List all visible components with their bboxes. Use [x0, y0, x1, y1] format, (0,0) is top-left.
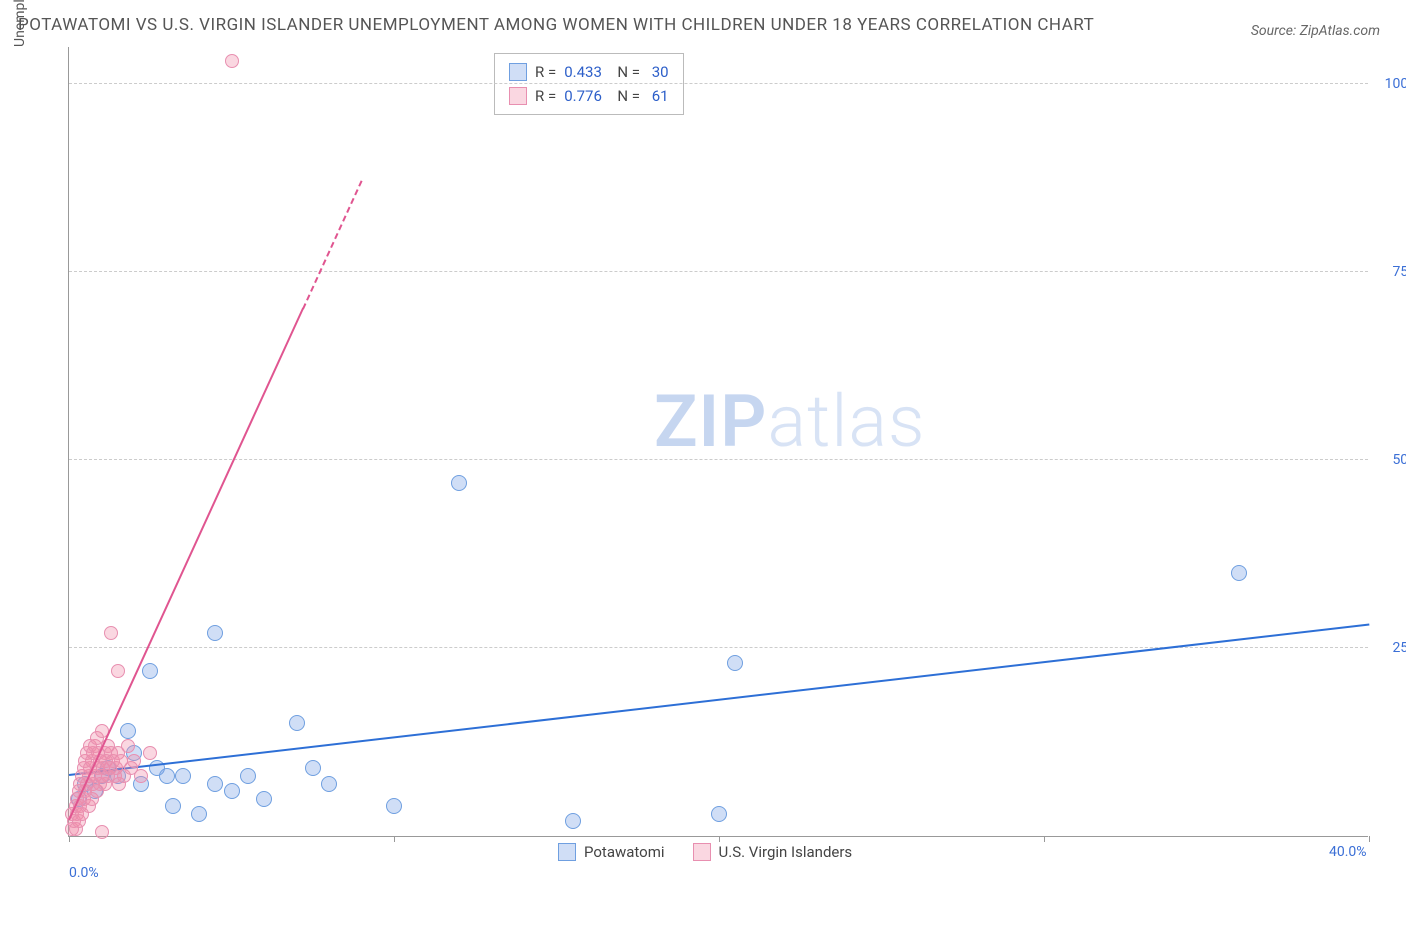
- scatter-point: [143, 746, 157, 760]
- scatter-point: [191, 806, 207, 822]
- scatter-point: [159, 768, 175, 784]
- gridline: [69, 271, 1368, 272]
- y-axis-label: Unemployment Among Women with Children U…: [12, 0, 28, 47]
- chart-title: POTAWATOMI VS U.S. VIRGIN ISLANDER UNEMP…: [18, 12, 1094, 39]
- legend-swatch: [509, 87, 527, 105]
- scatter-point: [111, 664, 125, 678]
- scatter-point: [134, 769, 148, 783]
- x-tick-label: 0.0%: [69, 865, 99, 881]
- scatter-point: [165, 798, 181, 814]
- source-attribution: Source: ZipAtlas.com: [1251, 23, 1380, 39]
- scatter-point: [225, 54, 239, 68]
- y-tick-label: 75.0%: [1392, 264, 1406, 280]
- scatter-point: [127, 754, 141, 768]
- legend-series-name: U.S. Virgin Islanders: [719, 843, 853, 861]
- scatter-point: [95, 825, 109, 839]
- legend-swatch: [693, 843, 711, 861]
- scatter-point: [727, 655, 743, 671]
- x-tick-mark: [1044, 836, 1045, 842]
- x-tick-mark: [69, 836, 70, 842]
- scatter-point: [120, 723, 136, 739]
- legend-swatch: [509, 63, 527, 81]
- scatter-point: [289, 715, 305, 731]
- scatter-point: [224, 783, 240, 799]
- legend-r-value: 0.433: [564, 60, 602, 84]
- scatter-point: [1231, 565, 1247, 581]
- scatter-point: [240, 768, 256, 784]
- legend-stat-row: R = 0.776 N = 61: [509, 84, 669, 108]
- legend-item: Potawatomi: [558, 843, 665, 861]
- y-tick-label: 100.0%: [1385, 76, 1406, 92]
- scatter-point: [711, 806, 727, 822]
- x-tick-mark: [719, 836, 720, 842]
- legend-swatch: [558, 843, 576, 861]
- legend-stats-box: R = 0.433 N = 30R = 0.776 N = 61: [494, 53, 684, 115]
- legend-n-label: N =: [610, 84, 640, 108]
- trend-line: [68, 308, 304, 820]
- scatter-point: [451, 475, 467, 491]
- legend-n-value: 61: [648, 84, 669, 108]
- scatter-point: [305, 760, 321, 776]
- legend-item: U.S. Virgin Islanders: [693, 843, 853, 861]
- legend-n-label: N =: [610, 60, 640, 84]
- scatter-point: [321, 776, 337, 792]
- scatter-point: [207, 625, 223, 641]
- x-tick-mark: [1369, 836, 1370, 842]
- gridline: [69, 459, 1368, 460]
- legend-r-label: R =: [535, 84, 556, 108]
- gridline: [69, 83, 1368, 84]
- trend-line-extrapolated: [302, 180, 362, 309]
- scatter-point: [121, 739, 135, 753]
- scatter-point: [175, 768, 191, 784]
- legend-r-value: 0.776: [564, 84, 602, 108]
- legend-r-label: R =: [535, 60, 556, 84]
- scatter-point: [386, 798, 402, 814]
- scatter-point: [565, 813, 581, 829]
- legend-series-name: Potawatomi: [584, 843, 665, 861]
- legend-n-value: 30: [648, 60, 669, 84]
- y-tick-label: 25.0%: [1392, 640, 1406, 656]
- scatter-point: [142, 663, 158, 679]
- y-tick-label: 50.0%: [1392, 452, 1406, 468]
- legend-stat-row: R = 0.433 N = 30: [509, 60, 669, 84]
- legend-bottom: Potawatomi U.S. Virgin Islanders: [558, 843, 852, 861]
- x-tick-label: 40.0%: [1329, 844, 1367, 860]
- scatter-point: [104, 626, 118, 640]
- x-tick-mark: [394, 836, 395, 842]
- scatter-point: [256, 791, 272, 807]
- scatter-point: [207, 776, 223, 792]
- plot-area: ZIPatlas R = 0.433 N = 30R = 0.776 N = 6…: [68, 47, 1368, 837]
- watermark: ZIPatlas: [654, 379, 926, 464]
